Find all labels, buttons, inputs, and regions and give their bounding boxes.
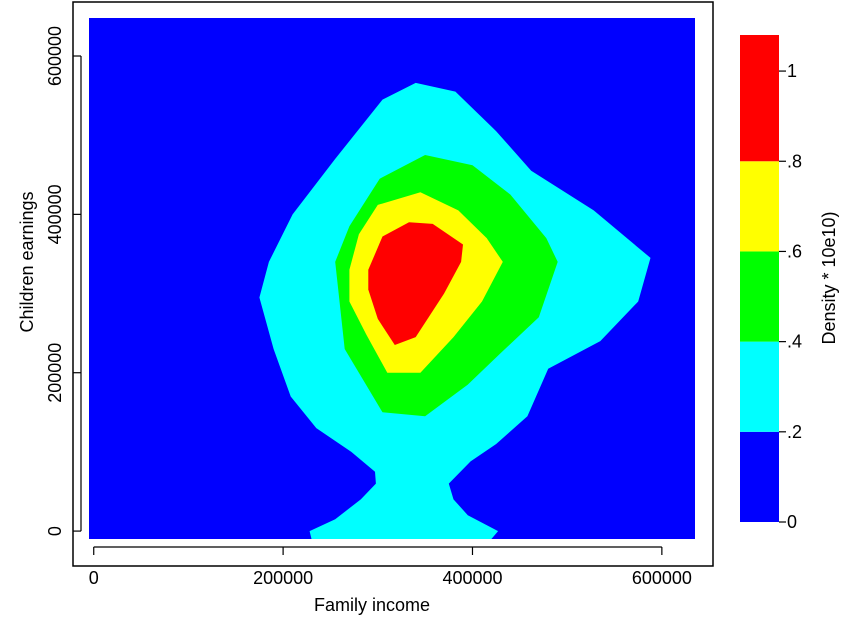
y-tick-label: 200000: [45, 343, 65, 403]
y-axis-title: Children earnings: [17, 191, 37, 332]
colorbar-band: [740, 341, 779, 432]
colorbar-band: [740, 161, 779, 252]
x-axis-title: Family income: [314, 595, 430, 615]
y-tick-label: 400000: [45, 184, 65, 244]
colorbar: 0 .2 .4 .6 .8 1: [740, 35, 802, 532]
colorbar-title: Density * 10e10): [819, 211, 839, 344]
axes: 0 200000 400000 600000 0 200000 400000 600000: [45, 26, 692, 588]
colorbar-band: [740, 431, 779, 522]
colorbar-tick-label: 1: [787, 61, 797, 81]
colorbar-band: [740, 35, 779, 162]
colorbar-tick-label: .6: [787, 241, 802, 261]
colorbar-tick-label: .4: [787, 332, 802, 352]
colorbar-tick-label: .2: [787, 422, 802, 442]
colorbar-tick-label: .8: [787, 151, 802, 171]
colorbar-band: [740, 251, 779, 342]
y-tick-label: 0: [45, 526, 65, 536]
contour-region-0_8: [368, 222, 463, 345]
x-tick-label: 200000: [253, 568, 313, 588]
x-tick-label: 400000: [442, 568, 502, 588]
figure-frame: [72, 1, 714, 567]
x-tick-label: 0: [89, 568, 99, 588]
y-tick-label: 600000: [45, 26, 65, 86]
colorbar-tick-label: 0: [787, 512, 797, 532]
plot-area: [89, 18, 695, 540]
x-tick-label: 600000: [632, 568, 692, 588]
